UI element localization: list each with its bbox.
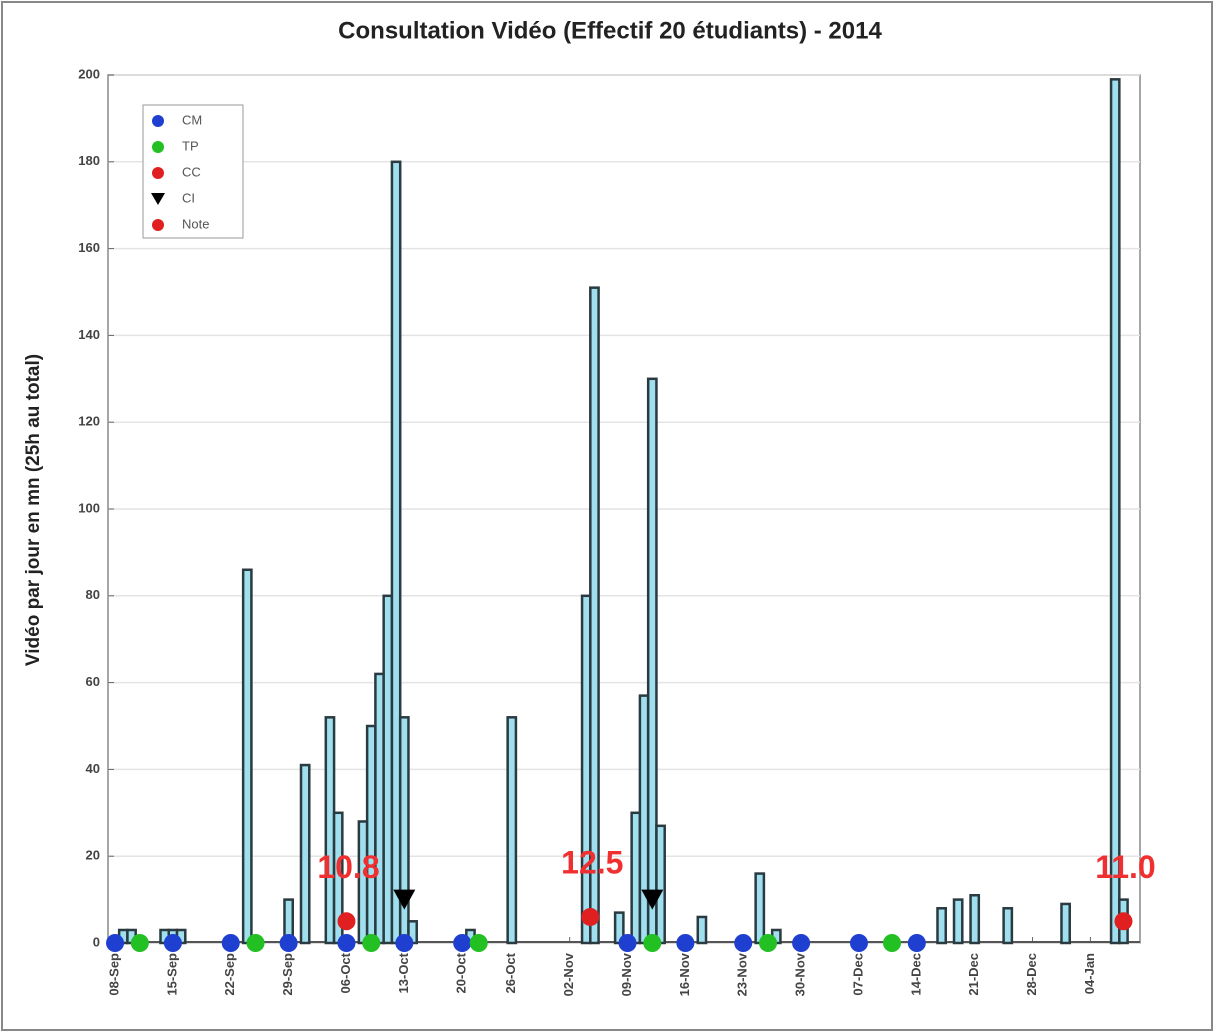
- bar: [952, 898, 964, 945]
- x-tick-label: 07-Dec: [850, 953, 865, 996]
- x-tick-label: 04-Jan: [1082, 953, 1097, 994]
- marker-circle: [734, 934, 753, 952]
- marker-circle: [907, 934, 926, 952]
- bar: [241, 568, 253, 945]
- bar: [1060, 902, 1071, 945]
- x-tick-label: 22-Sep: [222, 953, 237, 996]
- marker-triangle: [641, 889, 664, 910]
- marker-circle: [163, 934, 182, 952]
- marker-circle: [337, 912, 356, 931]
- marker-circle: [130, 934, 149, 952]
- legend-label: CI: [182, 190, 195, 205]
- y-tick-label: 160: [78, 240, 100, 255]
- legend-marker: [151, 193, 165, 205]
- bar: [655, 824, 666, 945]
- y-tick-label: 60: [86, 674, 100, 689]
- note-label: 10.8: [317, 849, 379, 885]
- bar: [754, 872, 766, 945]
- note-label: 11.0: [1095, 849, 1156, 885]
- y-tick-label: 40: [86, 761, 100, 776]
- bar: [696, 915, 708, 945]
- bar: [506, 716, 518, 945]
- marker-circle: [279, 934, 298, 952]
- marker-circle: [395, 934, 414, 952]
- marker-circle: [792, 934, 811, 952]
- y-tick-label: 200: [78, 66, 100, 81]
- marker-circle: [581, 907, 600, 926]
- marker-circle: [106, 934, 125, 952]
- y-tick-label: 80: [86, 587, 100, 602]
- marker-circle: [469, 934, 488, 952]
- legend-label: CC: [182, 164, 201, 179]
- marker-circle: [883, 934, 902, 952]
- x-tick-label: 02-Nov: [561, 952, 576, 996]
- x-tick-label: 16-Nov: [677, 952, 692, 996]
- x-tick-label: 20-Oct: [454, 952, 469, 993]
- bar: [589, 286, 600, 945]
- x-tick-label: 29-Sep: [280, 953, 295, 996]
- x-tick-label: 14-Dec: [908, 953, 923, 996]
- bar: [969, 894, 981, 945]
- legend-marker: [152, 167, 164, 179]
- x-tick-label: 23-Nov: [735, 952, 750, 996]
- bar: [1002, 907, 1014, 945]
- x-tick-label: 06-Oct: [338, 952, 353, 993]
- y-tick-label: 180: [78, 153, 100, 168]
- y-tick-label: 100: [78, 500, 100, 515]
- x-tick-label: 09-Nov: [619, 952, 634, 996]
- x-tick-label: 21-Dec: [966, 953, 981, 996]
- x-tick-label: 30-Nov: [793, 952, 808, 996]
- marker-circle: [618, 934, 637, 952]
- x-tick-label: 28-Dec: [1024, 953, 1039, 996]
- marker-circle: [246, 934, 265, 952]
- legend-label: Note: [182, 216, 209, 231]
- y-tick-label: 140: [78, 327, 100, 342]
- x-tick-label: 15-Sep: [164, 953, 179, 996]
- bar: [936, 907, 948, 945]
- legend-label: TP: [182, 138, 199, 153]
- bar: [1109, 78, 1121, 945]
- legend-marker: [152, 219, 164, 231]
- x-tick-label: 26-Oct: [503, 952, 518, 993]
- marker-circle: [362, 934, 381, 952]
- marker-triangle: [393, 889, 416, 910]
- y-tick-label: 0: [93, 934, 100, 949]
- marker-circle: [1114, 912, 1133, 931]
- legend-marker: [152, 141, 164, 153]
- note-label: 12.5: [561, 844, 623, 880]
- legend-label: CM: [182, 112, 202, 127]
- bar: [299, 763, 311, 945]
- marker-circle: [221, 934, 240, 952]
- marker-circle: [643, 934, 662, 952]
- x-tick-label: 13-Oct: [396, 952, 411, 993]
- marker-circle: [759, 934, 778, 952]
- marker-circle: [453, 934, 472, 952]
- chart-title: Consultation Vidéo (Effectif 20 étudiant…: [338, 17, 882, 44]
- marker-circle: [849, 934, 868, 952]
- legend-marker: [152, 115, 164, 127]
- y-tick-label: 120: [78, 414, 100, 429]
- x-tick-label: 08-Sep: [106, 953, 121, 996]
- legend: CM TP CC CI Note: [142, 104, 244, 239]
- marker-circle: [337, 934, 356, 952]
- y-axis-label: Vidéo par jour en mn (25h au total): [23, 354, 44, 666]
- y-tick-label: 20: [86, 848, 100, 863]
- marker-circle: [676, 934, 695, 952]
